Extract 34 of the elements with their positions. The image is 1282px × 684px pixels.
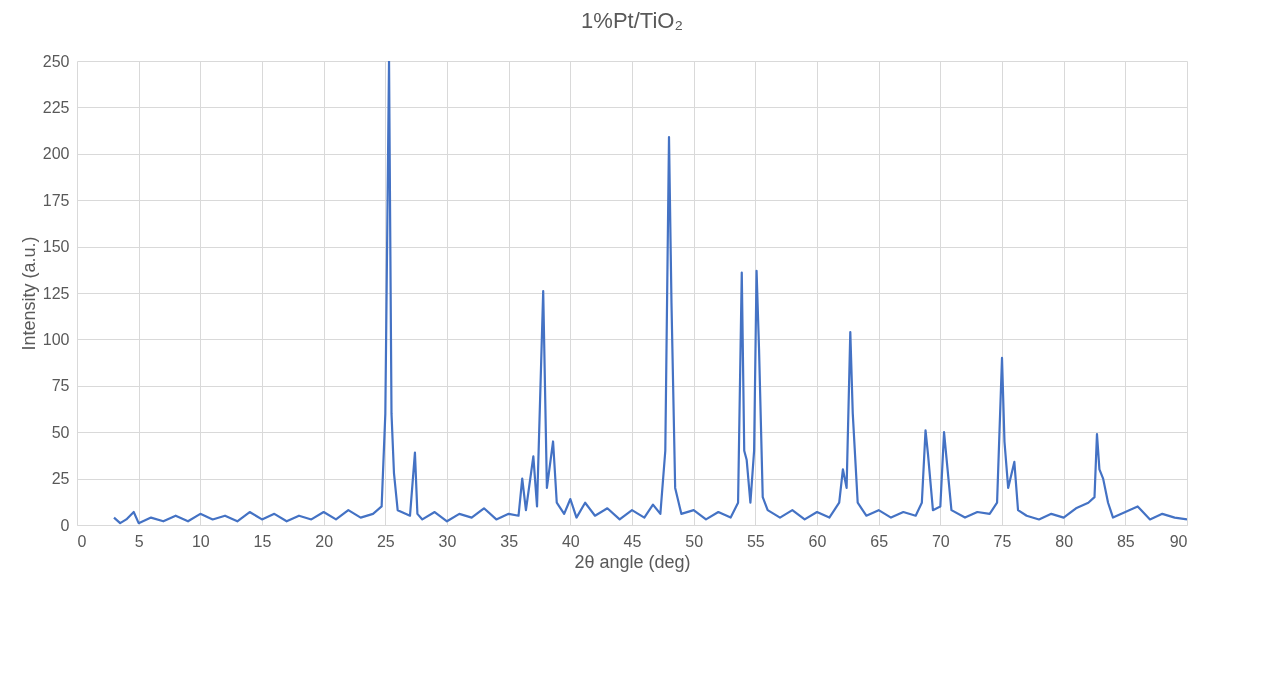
x-tick-label: 70 xyxy=(931,532,950,550)
chart-title: 1%Pt/TiO₂ xyxy=(581,8,683,33)
x-tick-label: 25 xyxy=(376,532,395,550)
line-series xyxy=(112,61,1187,525)
x-axis-title: 2θ angle (deg) xyxy=(574,551,691,572)
y-tick-label: 0 xyxy=(60,516,70,534)
x-tick-label: 5 xyxy=(134,532,144,550)
y-tick-label: 150 xyxy=(42,238,70,256)
x-tick-label: 60 xyxy=(808,532,827,550)
x-tick-label: 85 xyxy=(1116,532,1135,550)
y-tick-label: 225 xyxy=(42,98,70,116)
x-tick-label: 40 xyxy=(561,532,580,550)
x-tick-label: 30 xyxy=(438,532,457,550)
x-tick-label: 65 xyxy=(870,532,889,550)
x-tick-label: 55 xyxy=(746,532,765,550)
y-tick-label: 200 xyxy=(42,145,70,163)
y-tick-label: 250 xyxy=(42,52,70,70)
x-tick-label: 10 xyxy=(191,532,210,550)
y-tick-label: 100 xyxy=(42,330,70,348)
x-tick-label: 90 xyxy=(1169,532,1188,550)
x-tick-label: 35 xyxy=(500,532,519,550)
x-tick-label: 80 xyxy=(1055,532,1074,550)
x-tick-label: 50 xyxy=(685,532,704,550)
y-tick-label: 175 xyxy=(42,191,70,209)
x-tick-label: 20 xyxy=(315,532,334,550)
x-tick-label: 45 xyxy=(623,532,642,550)
x-tick-label: 0 xyxy=(77,532,87,550)
x-tick-label: 15 xyxy=(253,532,272,550)
y-tick-label: 125 xyxy=(42,284,70,302)
x-tick-label: 75 xyxy=(993,532,1012,550)
y-tick-label: 50 xyxy=(51,423,70,441)
y-tick-label: 75 xyxy=(51,377,70,395)
y-axis-title: Intensity (a.u.) xyxy=(18,236,39,351)
y-tick-label: 25 xyxy=(51,470,70,488)
